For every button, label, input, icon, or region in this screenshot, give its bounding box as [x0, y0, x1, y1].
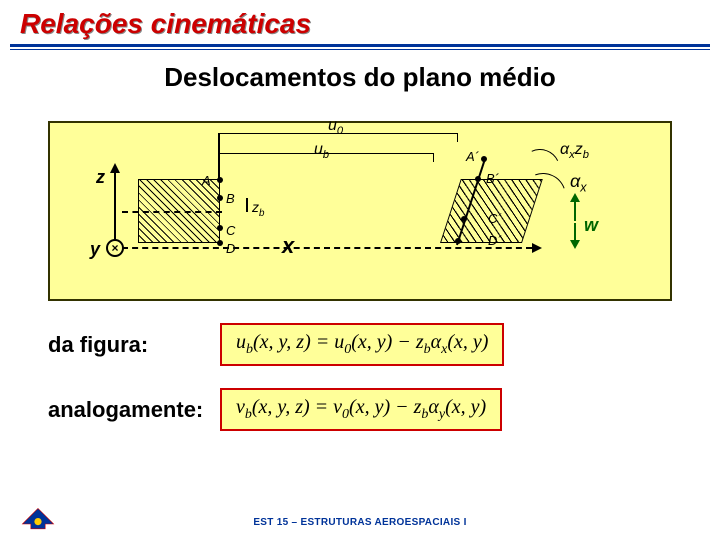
- label-A-prime: A´: [466, 149, 479, 164]
- equation-row-1: da figura: ub(x, y, z) = u0(x, y) − zbαx…: [48, 323, 720, 366]
- point-D-prime: [455, 238, 461, 244]
- eq1-box: ub(x, y, z) = u0(x, y) − zbαx(x, y): [220, 323, 504, 366]
- eq2-box: vb(x, y, z) = v0(x, y) − zbαy(x, y): [220, 388, 502, 431]
- y-axis-label: y: [90, 239, 100, 260]
- point-A: [217, 177, 223, 183]
- equation-row-2: analogamente: vb(x, y, z) = v0(x, y) − z…: [48, 388, 720, 431]
- x-axis-label: x: [282, 233, 294, 259]
- label-C-prime: C´: [488, 211, 502, 226]
- z-axis-label: z: [96, 167, 105, 188]
- eq1-label: da figura:: [48, 332, 208, 358]
- zb-label: zb: [252, 199, 264, 219]
- subtitle: Deslocamentos do plano médio: [0, 62, 720, 93]
- alpha-x-label: αx: [570, 171, 587, 195]
- label-B: B: [226, 191, 235, 206]
- title-bar: Relações cinemáticas: [0, 0, 720, 44]
- ub-label: ub: [314, 141, 329, 161]
- footer-text: EST 15 – ESTRUTURAS AEROESPACIAIS I: [0, 517, 720, 528]
- label-A: A: [202, 173, 211, 188]
- midline-dashed: [122, 211, 222, 213]
- label-C: C: [226, 223, 235, 238]
- z-axis: [114, 171, 116, 241]
- x-axis: [122, 247, 532, 249]
- kinematic-diagram: u0 ub z × y A B C D zb x A´ B´ C´ D´ αxz…: [48, 121, 672, 301]
- point-D: [217, 240, 223, 246]
- zb-tick: [246, 198, 248, 212]
- page-title: Relações cinemáticas: [20, 8, 700, 40]
- w-label: w: [584, 215, 598, 236]
- point-B-prime: [475, 176, 481, 182]
- point-C: [217, 225, 223, 231]
- label-B-prime: B´: [486, 171, 499, 186]
- point-C-prime: [461, 216, 467, 222]
- label-D-prime: D´: [488, 233, 502, 248]
- title-rule: [0, 44, 720, 50]
- u0-label: u0: [328, 117, 343, 137]
- point-A-prime: [481, 156, 487, 162]
- point-B: [217, 195, 223, 201]
- w-arrow-down: [574, 223, 576, 241]
- w-arrow-up: [574, 201, 576, 221]
- alpha-xzb-label: αxzb: [560, 141, 589, 161]
- eq2-label: analogamente:: [48, 397, 208, 423]
